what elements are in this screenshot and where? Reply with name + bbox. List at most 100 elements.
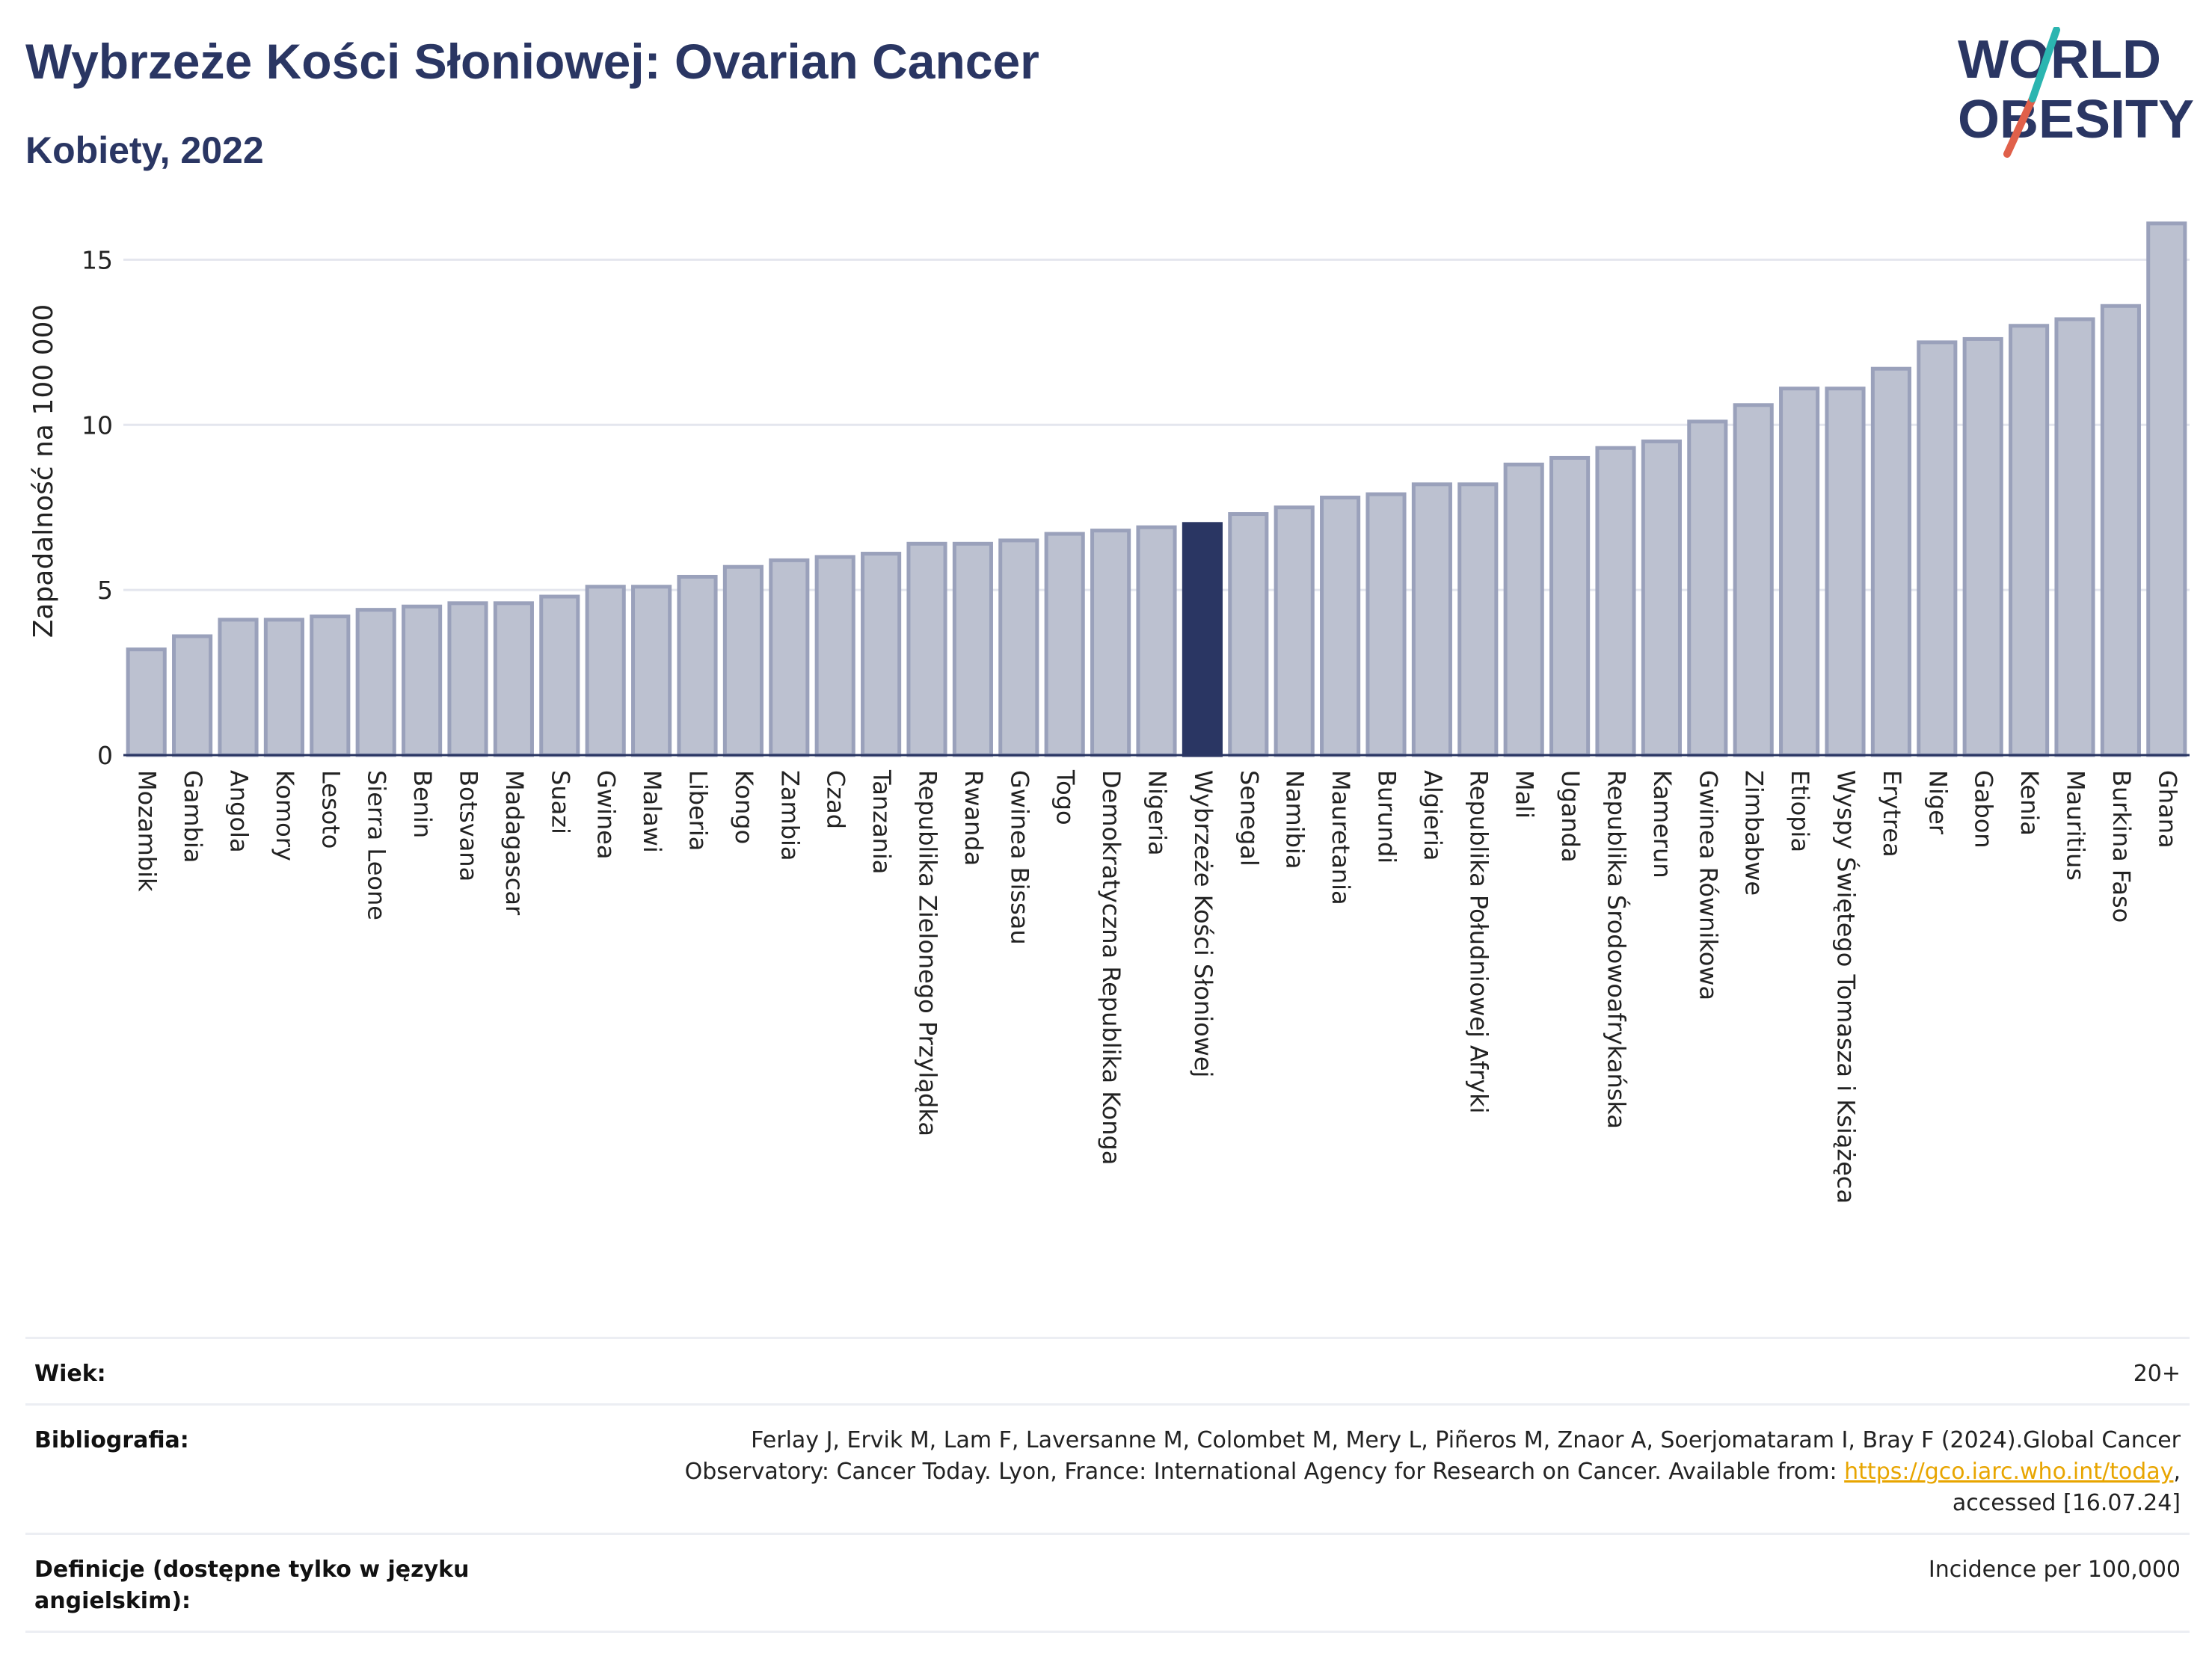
y-axis-ticks: 0 5 10 15 — [82, 245, 113, 770]
bar — [722, 564, 764, 757]
x-tick-label: Kongo — [730, 770, 758, 844]
bar — [1274, 505, 1315, 757]
x-tick-label: Burundi — [1373, 770, 1401, 864]
bar — [1687, 419, 1728, 757]
x-tick-label: Mauretania — [1327, 770, 1355, 905]
x-tick-label: Republika Środowoafrykańska — [1603, 770, 1632, 1129]
x-tick-label: Senegal — [1235, 770, 1263, 867]
bar — [1641, 439, 1682, 757]
meta-label-definitions: Definicje (dostępne tylko w języku angie… — [34, 1557, 470, 1614]
source-link[interactable]: https://gco.iarc.who.int/today — [1844, 1459, 2174, 1485]
bar — [1365, 492, 1407, 757]
x-tick-label: Republika Zielonego Przylądka — [914, 770, 942, 1136]
x-tick-label: Algieria — [1419, 770, 1447, 861]
x-tick-label: Sierra Leone — [363, 770, 391, 920]
x-tick-label: Kenia — [2015, 770, 2044, 836]
x-tick-label: Zambia — [775, 770, 804, 861]
x-tick-label: Tanzania — [867, 769, 896, 874]
x-tick-label: Suazi — [546, 770, 574, 834]
x-tick-label: Togo — [1051, 769, 1080, 825]
y-tick-label: 15 — [82, 245, 113, 274]
x-tick-label: Kamerun — [1648, 770, 1677, 878]
bar — [2146, 221, 2187, 757]
x-tick-label: Erytrea — [1878, 770, 1906, 858]
bar — [677, 574, 718, 757]
bar — [1411, 482, 1452, 757]
bar — [263, 618, 304, 757]
bar — [447, 601, 488, 757]
logo-word-1: WORLD — [1958, 30, 2161, 90]
meta-row-definitions: Definicje (dostępne tylko w języku angie… — [25, 1533, 2190, 1633]
meta-value-definitions: Incidence per 100,000 — [1928, 1557, 2181, 1583]
bar-highlight — [1182, 522, 1223, 757]
x-tick-label: Angola — [225, 770, 254, 853]
bar — [218, 618, 259, 757]
bar — [402, 604, 443, 757]
bar — [769, 558, 810, 757]
x-tick-label: Malawi — [638, 770, 666, 853]
x-tick-label: Gwinea — [592, 770, 621, 859]
x-tick-label: Wyspy Świętego Tomasza i Książęca — [1832, 770, 1861, 1204]
x-tick-label: Namibia — [1281, 770, 1309, 869]
x-tick-label: Republika Południowej Afryki — [1464, 770, 1493, 1114]
x-tick-label: Ghana — [2153, 770, 2181, 849]
bar — [310, 614, 351, 757]
bar — [1457, 482, 1499, 757]
x-tick-label: Uganda — [1556, 770, 1585, 863]
x-tick-label: Gwinea Równikowa — [1694, 770, 1722, 1000]
x-tick-label: Liberia — [684, 770, 713, 851]
world-obesity-logo: WORLD OBESITY — [1958, 27, 2194, 158]
meta-label-bibliography: Bibliografia: — [34, 1427, 189, 1453]
meta-value-age: 20+ — [2133, 1361, 2181, 1387]
x-tick-label: Rwanda — [959, 770, 988, 866]
meta-row-bibliography: Bibliografia: Ferlay J, Ervik M, Lam F, … — [25, 1403, 2190, 1533]
x-tick-label: Mali — [1511, 770, 1539, 819]
bar — [2054, 317, 2095, 757]
bibliography-text: Ferlay J, Ervik M, Lam F, Laversanne M, … — [684, 1427, 2181, 1485]
logo-word-2: OBESITY — [1958, 90, 2194, 150]
x-tick-label: Komory — [271, 770, 299, 861]
chart-subtitle: Kobiety, 2022 — [25, 129, 264, 171]
bar — [1595, 446, 1636, 757]
bar — [1825, 387, 1866, 757]
bar — [539, 594, 580, 757]
x-tick-label: Gwinea Bissau — [1005, 770, 1033, 945]
bar — [1228, 512, 1269, 757]
y-axis-label: Zapadalność na 100 000 — [28, 304, 59, 638]
bar — [952, 541, 993, 757]
bar — [814, 555, 855, 757]
x-tick-label: Zimbabwe — [1740, 770, 1769, 896]
bar — [1962, 336, 2003, 757]
bar — [1549, 455, 1591, 757]
x-tick-label: Mozambik — [133, 770, 162, 892]
x-tick-label: Benin — [408, 770, 437, 838]
logo-slash-teal — [2029, 27, 2060, 102]
logo-slash-red — [2003, 95, 2036, 158]
bar — [1090, 529, 1131, 757]
y-tick-label: 10 — [82, 410, 113, 440]
bar — [1733, 403, 1774, 757]
x-tick-label: Mauritius — [2062, 770, 2090, 881]
bibliography-accessed: , accessed [16.07.24] — [1952, 1459, 2181, 1516]
chart-title: Wybrzeże Kości Słoniowej: Ovarian Cancer — [25, 34, 1039, 89]
bar — [1044, 532, 1085, 757]
y-tick-label: 0 — [97, 741, 113, 770]
bar — [1917, 340, 1958, 757]
bar-chart: 0 5 10 15 Mozambik Gambia Angola Komory Lesoto S… — [28, 221, 2190, 1204]
bar — [2009, 324, 2050, 757]
x-tick-label: Lesoto — [316, 770, 345, 849]
meta-label-age: Wiek: — [34, 1361, 106, 1387]
bar — [172, 634, 213, 757]
bar — [493, 601, 534, 757]
x-axis-ticks: Mozambik Gambia Angola Komory Lesoto Sierra L… — [133, 769, 2182, 1204]
y-tick-label: 5 — [97, 576, 113, 605]
x-tick-label: Gambia — [179, 770, 207, 863]
bar — [1136, 525, 1177, 757]
bar — [585, 585, 626, 757]
x-tick-label: Burkina Faso — [2107, 770, 2136, 923]
x-tick-label: Nigeria — [1143, 770, 1172, 855]
x-tick-label: Czad — [822, 770, 850, 829]
meta-value-bibliography: Ferlay J, Ervik M, Lam F, Laversanne M, … — [648, 1425, 2181, 1519]
metadata-table: Wiek: 20+ Bibliografia: Ferlay J, Ervik … — [25, 1337, 2190, 1633]
bar — [631, 585, 672, 757]
